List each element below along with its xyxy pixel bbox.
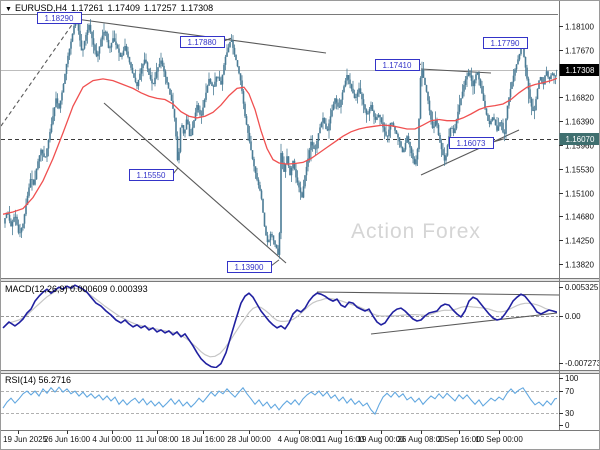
svg-text:1.16073: 1.16073	[457, 139, 486, 148]
pivot-label: 1.16073	[449, 137, 505, 149]
macd-rising-trendline	[370, 312, 558, 335]
svg-text:1.17790: 1.17790	[491, 39, 520, 48]
pivot-label: 1.17790	[483, 37, 528, 49]
chart-title: ▼ EURUSD,H4 1.17261 1.17409 1.17257 1.17308	[5, 3, 217, 13]
moving-average-line	[3, 77, 557, 215]
svg-text:2 Sep 16:00: 2 Sep 16:00	[437, 435, 481, 444]
macd-pane	[1, 284, 560, 368]
pivot-label: 1.17880	[180, 36, 232, 48]
pane-frames	[1, 1, 599, 431]
title-open: 1.17261	[70, 3, 104, 13]
svg-text:11 Jul 08:00: 11 Jul 08:00	[136, 435, 180, 444]
svg-text:1.13820: 1.13820	[565, 261, 594, 270]
svg-text:1.15960: 1.15960	[565, 142, 594, 151]
support-level-tag: 1.16070	[559, 133, 599, 145]
rsi-indicator-label: RSI(14) 56.2716	[5, 375, 72, 385]
svg-text:1.15530: 1.15530	[565, 166, 594, 175]
pivot-label: 1.18290	[37, 12, 82, 24]
svg-text:1.15100: 1.15100	[565, 190, 594, 199]
svg-text:1.16070: 1.16070	[566, 135, 595, 144]
rsi-line	[2, 386, 557, 416]
svg-text:1.17670: 1.17670	[565, 47, 594, 56]
svg-text:1.17308: 1.17308	[566, 66, 595, 75]
pivot-label: 1.15550	[129, 167, 179, 181]
macd-indicator-label: MACD(12,26,9) 0.000609 0.000393	[5, 284, 148, 294]
title-high: 1.17409	[107, 3, 141, 13]
macd-upper-trendline	[316, 291, 560, 296]
svg-text:1.18100: 1.18100	[565, 23, 594, 32]
svg-text:-0.007273: -0.007273	[565, 359, 600, 368]
svg-text:0: 0	[565, 421, 570, 430]
svg-text:0.005325: 0.005325	[565, 283, 599, 292]
steep-falling-trendline	[103, 102, 287, 264]
svg-text:0.00: 0.00	[565, 312, 581, 321]
svg-text:100: 100	[565, 374, 579, 383]
rsi-pane	[1, 386, 558, 416]
macd-signal-line	[6, 287, 557, 358]
pivot-labels: 1.18290 1.17880 1.17410 1.17790 1.15550 1.160…	[37, 12, 528, 273]
svg-text:4 Aug 08:00: 4 Aug 08:00	[278, 435, 321, 444]
svg-text:19 Aug 00:00: 19 Aug 00:00	[357, 435, 405, 444]
rising-support-trendline	[420, 129, 520, 176]
svg-text:1.17410: 1.17410	[383, 61, 412, 70]
candlestick-series	[4, 15, 557, 259]
watermark: Action Forex	[351, 220, 481, 243]
svg-text:1.16820: 1.16820	[565, 94, 594, 103]
svg-text:19 Jun 2025: 19 Jun 2025	[3, 435, 48, 444]
svg-text:1.14680: 1.14680	[565, 213, 594, 222]
title-symbol: EURUSD,H4	[14, 3, 67, 13]
svg-text:1.18290: 1.18290	[45, 14, 74, 23]
svg-text:26 Aug 08:00: 26 Aug 08:00	[397, 435, 445, 444]
svg-text:18 Jul 16:00: 18 Jul 16:00	[181, 435, 225, 444]
current-price-tag: 1.17308	[559, 64, 599, 76]
svg-text:30: 30	[565, 409, 574, 418]
svg-text:26 Jun 16:00: 26 Jun 16:00	[44, 435, 91, 444]
price-axis: 1.18100 1.17670 1.16820 1.16390 1.15960 1.155…	[559, 23, 600, 430]
svg-text:1.16390: 1.16390	[565, 118, 594, 127]
main-price-pane: 1.18290 1.17880 1.17410 1.17790 1.15550 1.160…	[1, 12, 558, 273]
macd-line	[2, 284, 557, 368]
svg-text:1.15550: 1.15550	[137, 171, 166, 180]
pivot-label: 1.17410	[375, 59, 422, 71]
symbol-expander-icon[interactable]: ▼	[5, 6, 12, 13]
svg-text:28 Jul 00:00: 28 Jul 00:00	[227, 435, 271, 444]
svg-text:1.14250: 1.14250	[565, 237, 594, 246]
svg-text:11 Aug 16:00: 11 Aug 16:00	[318, 435, 365, 444]
svg-text:4 Jul 00:00: 4 Jul 00:00	[92, 435, 132, 444]
svg-text:1.13900: 1.13900	[235, 263, 264, 272]
svg-text:70: 70	[565, 387, 574, 396]
rising-dashed-trendline	[1, 18, 77, 127]
svg-text:10 Sep 00:00: 10 Sep 00:00	[475, 435, 523, 444]
svg-text:1.17880: 1.17880	[188, 38, 217, 47]
title-low: 1.17257	[144, 3, 177, 13]
title-close: 1.17308	[180, 3, 214, 13]
pivot-label: 1.13900	[227, 259, 280, 273]
